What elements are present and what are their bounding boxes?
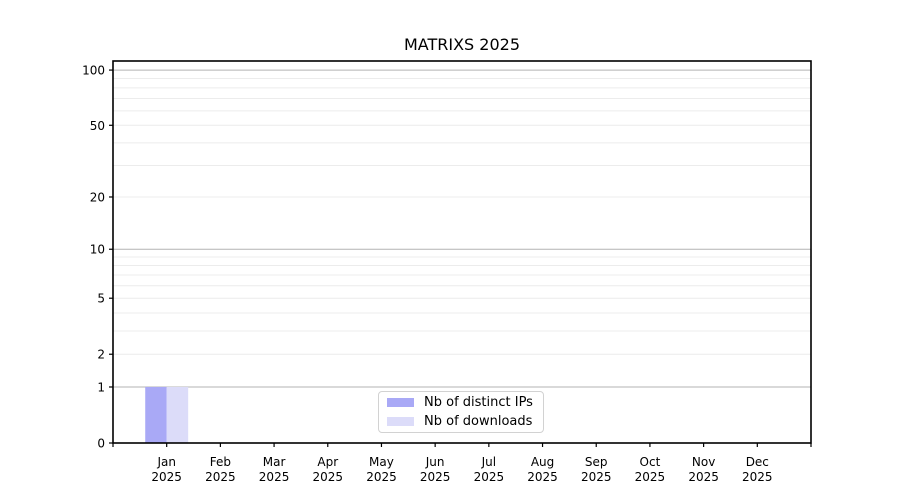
y-tick-label-100: 100 <box>82 64 105 78</box>
x-tick-label-year-oct: 2025 <box>635 470 666 484</box>
legend-swatch-downloads <box>387 417 414 426</box>
x-tick-label-month-aug: Aug <box>531 455 554 469</box>
x-tick-label-year-jun: 2025 <box>420 470 451 484</box>
x-tick-label-year-nov: 2025 <box>688 470 719 484</box>
chart-title: MATRIXS 2025 <box>403 35 521 54</box>
y-tick-label-20: 20 <box>90 190 105 204</box>
legend-item-distinct-ips: Nb of distinct IPs <box>379 395 543 410</box>
x-tick-label-year-jul: 2025 <box>474 470 505 484</box>
y-tick-label-0: 0 <box>97 437 105 451</box>
x-tick-label-year-apr: 2025 <box>312 470 343 484</box>
y-tick-label-10: 10 <box>90 243 105 257</box>
x-tick-label-month-apr: Apr <box>317 455 338 469</box>
x-tick-label-year-may: 2025 <box>366 470 397 484</box>
bar-nb-of-downloads-jan <box>166 386 189 443</box>
x-tick-label-month-feb: Feb <box>210 455 231 469</box>
x-tick-label-year-aug: 2025 <box>527 470 558 484</box>
legend-label-downloads: Nb of downloads <box>424 414 533 429</box>
x-tick-label-year-mar: 2025 <box>259 470 290 484</box>
y-tick-label-50: 50 <box>90 119 105 133</box>
x-tick-label-month-sep: Sep <box>585 455 608 469</box>
legend-label-distinct-ips: Nb of distinct IPs <box>424 395 533 410</box>
x-tick-label-year-dec: 2025 <box>742 470 773 484</box>
x-tick-label-year-jan: 2025 <box>151 470 182 484</box>
legend-swatch-distinct-ips <box>387 398 414 407</box>
x-tick-label-month-jan: Jan <box>156 455 176 469</box>
x-tick-label-year-feb: 2025 <box>205 470 236 484</box>
x-tick-label-month-may: May <box>369 455 394 469</box>
bar-nb-of-distinct-ips-jan <box>145 386 167 443</box>
x-tick-label-month-dec: Dec <box>746 455 769 469</box>
x-tick-label-month-mar: Mar <box>263 455 286 469</box>
x-tick-label-month-jun: Jun <box>425 455 445 469</box>
x-tick-label-month-nov: Nov <box>692 455 715 469</box>
x-tick-label-month-oct: Oct <box>640 455 661 469</box>
legend-item-downloads: Nb of downloads <box>379 414 543 429</box>
x-tick-label-month-jul: Jul <box>481 455 496 469</box>
legend: Nb of distinct IPs Nb of downloads <box>378 391 544 433</box>
y-tick-label-1: 1 <box>97 380 105 394</box>
plot-border <box>112 60 812 444</box>
y-tick-label-5: 5 <box>97 292 105 306</box>
y-tick-label-2: 2 <box>97 348 105 362</box>
x-tick-label-year-sep: 2025 <box>581 470 612 484</box>
